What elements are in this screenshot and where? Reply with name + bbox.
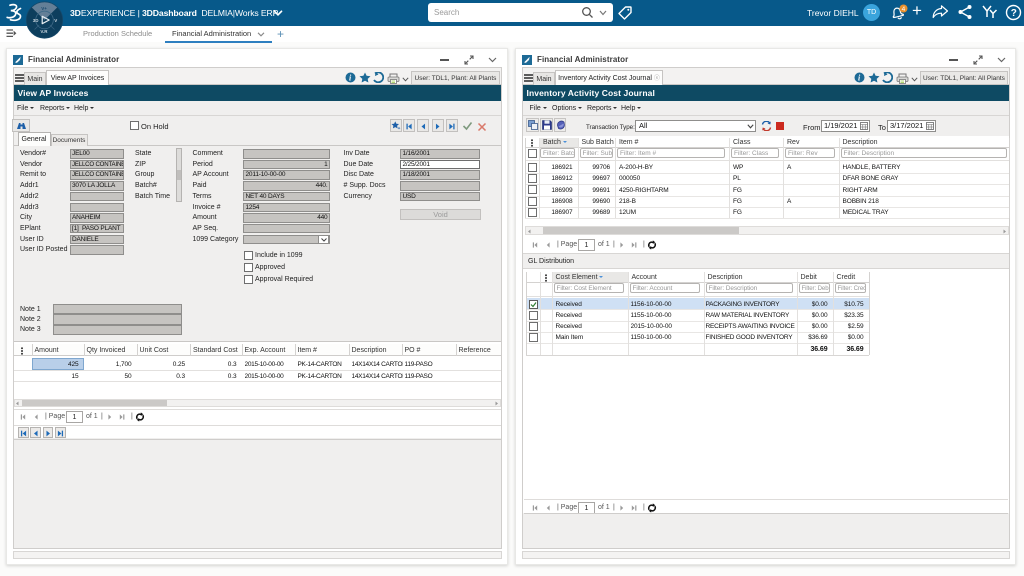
svg-text:i: i xyxy=(349,73,352,82)
svg-text:V+: V+ xyxy=(41,6,47,11)
svg-text:V.R: V.R xyxy=(40,29,48,34)
svg-text:i: i xyxy=(858,73,861,82)
svg-text:V: V xyxy=(54,18,57,23)
svg-text:?: ? xyxy=(1011,8,1017,19)
svg-text:3D: 3D xyxy=(33,18,40,23)
svg-text:4: 4 xyxy=(902,6,906,13)
